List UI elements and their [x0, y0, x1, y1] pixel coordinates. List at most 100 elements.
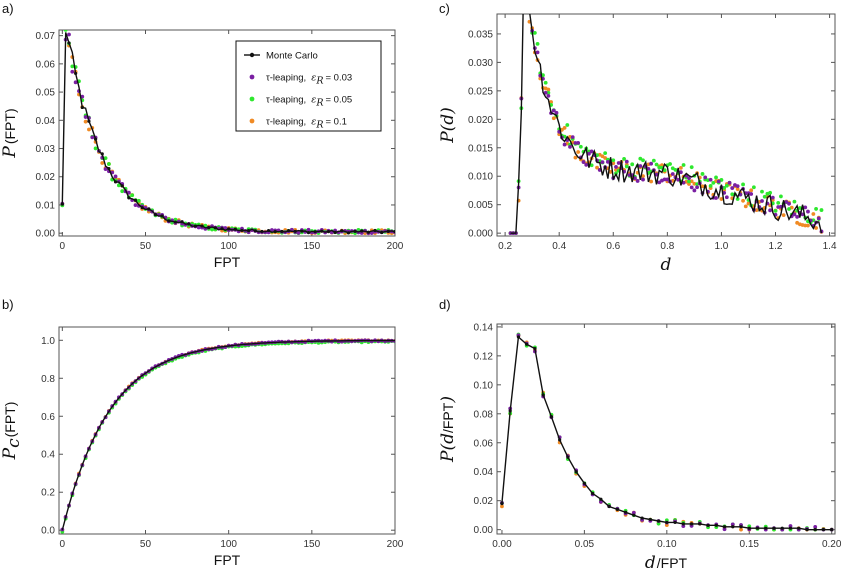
- tau-leaping-t005-point: [760, 189, 764, 194]
- tau-leaping-t003-point: [795, 214, 800, 219]
- monte-carlo-point: [599, 497, 603, 501]
- monte-carlo-point: [227, 227, 231, 231]
- tau-leaping-t005-point: [63, 30, 68, 32]
- tau-leaping-t005-point: [735, 197, 740, 201]
- tau-leaping-t003-point: [573, 141, 578, 145]
- x-tick-label: 200: [387, 539, 404, 550]
- tau-leaping-t003-point: [787, 201, 791, 206]
- monte-carlo-point: [665, 520, 669, 525]
- legend-marker-t01: [249, 118, 255, 124]
- plot-frame: [58, 326, 396, 535]
- legend-label-main: Monte Carlo: [266, 51, 318, 62]
- x-tick-label: 0.4: [552, 241, 566, 252]
- tau-leaping-t003-point: [369, 231, 374, 235]
- monte-carlo-point: [213, 226, 217, 230]
- x-tick-label: 100: [220, 241, 237, 252]
- monte-carlo-point: [755, 526, 760, 530]
- x-axis-label: d: [661, 255, 672, 275]
- legend-marker-monte-carlo: [249, 52, 255, 58]
- tau-leaping-t005-point: [93, 146, 98, 151]
- tau-leaping-t01-point: [741, 198, 745, 203]
- monte-carlo-point: [632, 513, 636, 517]
- y-tick-label: 0.010: [468, 172, 493, 183]
- tau-leaping-t003-point: [768, 208, 773, 213]
- tau-leaping-t003-point: [678, 170, 683, 175]
- panel-d-chart: d) 0.00 0.05 0.10 0.15 0.20 0.00 0.02 0.04 0.06 0.…: [438, 297, 842, 573]
- tau-leaping-t003-point: [587, 151, 591, 156]
- x-tick-label: 0.2: [498, 241, 512, 252]
- tau-leaping-t003-point: [689, 185, 694, 190]
- tau-leaping-t003-point: [113, 174, 118, 179]
- monte-carlo-point: [549, 415, 554, 419]
- y-tick-label: 0.00: [474, 525, 494, 536]
- x-tick-label: 0: [60, 539, 66, 550]
- legend-eps-value: = 0.05: [325, 95, 352, 106]
- y-axis-label: P (FPT): [0, 108, 20, 158]
- tau-leaping-t003-point: [646, 166, 651, 171]
- tau-leaping-t005-point: [107, 162, 111, 166]
- y-tick-label: 0.03: [36, 144, 56, 155]
- tau-leaping-t005-point: [741, 182, 745, 187]
- tau-leaping-t005-point: [673, 167, 678, 172]
- tau-leaping-t003-point: [614, 164, 618, 169]
- tau-leaping-t003-point: [735, 184, 740, 189]
- tau-leaping-t01-point: [87, 127, 91, 132]
- tau-leaping-t005-point: [578, 144, 583, 149]
- tau-leaping-t005-point: [136, 198, 141, 203]
- monte-carlo-point: [160, 214, 164, 218]
- y-axis-label: Pc(FPT): [0, 402, 24, 461]
- tau-leaping-t01-point: [595, 165, 599, 170]
- tau-leaping-t003-point: [83, 115, 88, 119]
- x-axis-label: d/FPT: [645, 553, 688, 573]
- tau-leaping-t005-point: [624, 164, 629, 169]
- tau-leaping-t005-point: [751, 185, 756, 190]
- tau-leaping-t003-point: [576, 140, 581, 145]
- legend-eps-value: = 0.03: [325, 73, 352, 84]
- tau-leaping-t003-point: [67, 32, 71, 37]
- tau-leaping-t003-point: [103, 167, 108, 171]
- tau-leaping-t003-point: [589, 149, 594, 154]
- x-tick-label: 200: [387, 241, 404, 252]
- monte-carlo-point: [193, 224, 197, 228]
- plot-frame: [496, 323, 836, 535]
- monte-carlo-point: [508, 409, 512, 413]
- tau-leaping-t003-point: [633, 176, 637, 181]
- y-tick-label: 0.2: [41, 488, 55, 499]
- tau-leaping-t003-point: [196, 225, 201, 230]
- tau-leaping-t003-point: [638, 164, 643, 168]
- y-tick-label: 0.030: [468, 58, 493, 69]
- monte-carlo-point: [780, 526, 784, 530]
- monte-carlo-point: [253, 229, 257, 233]
- y-label-sub: c: [4, 438, 24, 448]
- monte-carlo-point: [333, 230, 337, 234]
- monte-carlo-point: [233, 227, 237, 231]
- y-tick-label: 0.01: [36, 200, 56, 211]
- legend-label-main: τ-leaping,: [266, 117, 306, 128]
- x-tick-label: 150: [303, 539, 320, 550]
- monte-carlo-point: [353, 229, 357, 233]
- tau-leaping-t003-point: [581, 160, 586, 164]
- monte-carlo-point: [673, 520, 677, 525]
- y-label-close: ): [438, 396, 458, 404]
- tau-leaping-t003-point: [624, 159, 629, 164]
- tau-leaping-t003-point: [70, 69, 75, 74]
- monte-carlo-point: [120, 184, 124, 188]
- tau-leaping-t003-point: [270, 228, 274, 232]
- y-tick-label: 0.00: [36, 229, 56, 240]
- tau-leaping-t003-point: [546, 93, 551, 98]
- monte-carlo-point: [607, 504, 611, 509]
- y-label-p: P(d: [438, 433, 458, 463]
- tau-leaping-t003-point: [692, 188, 697, 193]
- monte-carlo-point: [293, 229, 297, 233]
- tau-leaping-t005-point: [773, 208, 778, 213]
- x-tick-label: 0.15: [740, 539, 760, 550]
- legend-label: τ-leaping, εR = 0.1: [266, 117, 347, 131]
- monte-carlo-point: [821, 528, 826, 532]
- y-tick-label: 0.035: [468, 29, 493, 40]
- x-tick-label: 50: [140, 539, 152, 550]
- y-tick-label: 0.06: [36, 59, 56, 70]
- monte-carlo-point: [558, 438, 562, 442]
- y-tick-label: 0.02: [36, 172, 56, 183]
- tau-leaping-t005-point: [630, 162, 635, 167]
- monte-carlo-point: [113, 180, 118, 184]
